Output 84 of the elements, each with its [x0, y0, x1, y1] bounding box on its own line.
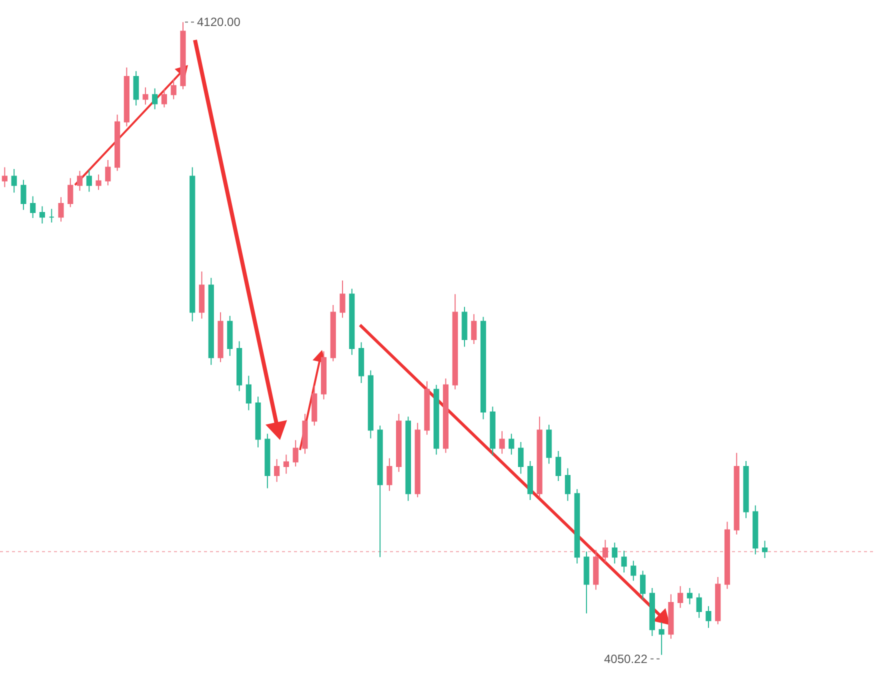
candlestick [180, 22, 186, 90]
candlestick [20, 179, 26, 210]
candlestick [86, 169, 92, 192]
candlestick [386, 458, 392, 492]
candlestick [452, 294, 458, 390]
candlestick [584, 551, 590, 614]
candlestick [621, 550, 627, 574]
annotation: 4120.00 [197, 15, 241, 29]
candlestick [574, 488, 580, 564]
candlestick [442, 378, 449, 454]
candlestick [762, 540, 768, 559]
candlestick [2, 166, 8, 188]
candlestick [405, 416, 411, 502]
candlestick [612, 542, 618, 564]
candlestick [752, 504, 758, 555]
candlestick [424, 380, 430, 436]
candlestick [706, 606, 712, 628]
candlestick [556, 450, 562, 482]
candlestick [227, 315, 233, 356]
candlestick [246, 375, 252, 411]
candlestick [527, 460, 533, 500]
candlestick [142, 86, 148, 106]
candlestick [96, 174, 102, 190]
candlestick [715, 576, 721, 625]
candlestick [349, 288, 355, 356]
candlestick [292, 440, 298, 467]
candlestick [105, 159, 111, 186]
candlestick [190, 166, 196, 322]
candlestick [236, 340, 242, 392]
candlestick [743, 460, 749, 519]
candlestick [414, 422, 420, 498]
candlestick [114, 114, 120, 172]
candlestick [358, 342, 364, 384]
candlestick [686, 587, 693, 605]
candlestick [546, 424, 552, 464]
candlestick [198, 270, 205, 320]
candlestick [264, 433, 270, 489]
candlestick [602, 539, 608, 564]
candlestick [696, 592, 702, 618]
candlestick [48, 208, 54, 224]
candlestick [462, 306, 468, 348]
candlestick [161, 88, 168, 108]
candlestick [330, 304, 336, 362]
candlestick [68, 178, 74, 208]
candlestick [508, 433, 514, 456]
candlestick [668, 594, 674, 640]
candlestick [152, 88, 158, 110]
candlestick [340, 280, 346, 318]
candlestick [218, 312, 224, 363]
candlestick [124, 66, 130, 127]
candlestick [30, 196, 36, 218]
candlestick [734, 452, 740, 535]
candlestick [312, 385, 318, 426]
candlestick [499, 430, 505, 454]
candlestick [368, 370, 374, 439]
candlestick [518, 441, 524, 474]
annotation: 4050.22 [604, 652, 648, 666]
candlestick [283, 454, 290, 474]
candlestick [724, 521, 730, 590]
candlestick [480, 316, 486, 420]
candlestick [170, 78, 176, 100]
candlestick [208, 277, 214, 366]
candlestick [434, 384, 440, 456]
candlestick [133, 70, 139, 106]
candlestick [658, 622, 664, 656]
candlestick [593, 549, 599, 590]
candlestick [377, 425, 383, 558]
candlestick [76, 170, 83, 192]
candlestick [255, 396, 261, 448]
candlestick [649, 587, 655, 636]
candlestick [274, 458, 280, 482]
candlestick [678, 586, 684, 608]
candlestick [302, 413, 308, 454]
candlestick [396, 413, 402, 472]
candlestick [564, 468, 571, 502]
candlestick [471, 314, 477, 345]
candlestick [39, 206, 46, 224]
candlestick [58, 196, 64, 222]
candlestick [640, 570, 646, 600]
candlestick [11, 168, 17, 194]
candlestick [630, 560, 636, 582]
candlestick [320, 350, 327, 400]
candlestick [536, 416, 542, 498]
candlestick [490, 406, 496, 456]
